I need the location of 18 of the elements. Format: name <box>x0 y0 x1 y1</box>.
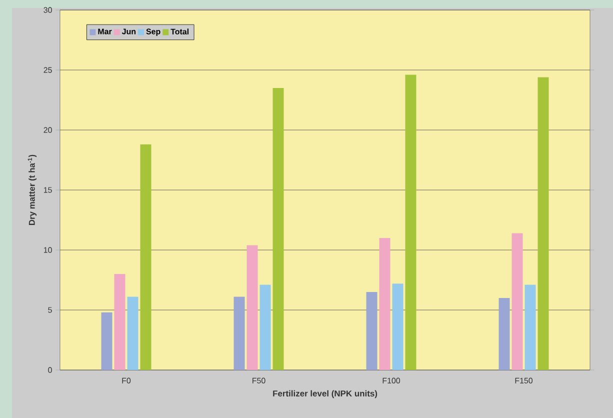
y-axis-title: Dry matter (t ha$^{-1}$) <box>28 154 37 226</box>
bar <box>127 296 138 370</box>
bar <box>101 312 112 370</box>
bar <box>538 77 549 370</box>
bar <box>234 296 245 370</box>
bar <box>405 74 416 370</box>
bar <box>272 88 284 370</box>
bar <box>379 238 390 370</box>
bar <box>392 284 404 370</box>
bar <box>246 245 258 370</box>
bar <box>512 233 523 370</box>
bar <box>114 274 126 370</box>
bar <box>140 144 152 370</box>
bar <box>366 292 378 370</box>
bar <box>524 284 536 370</box>
bar <box>260 284 271 370</box>
bar <box>498 298 510 370</box>
x-axis-title: Fertilizer level (NPK units) <box>273 390 378 398</box>
